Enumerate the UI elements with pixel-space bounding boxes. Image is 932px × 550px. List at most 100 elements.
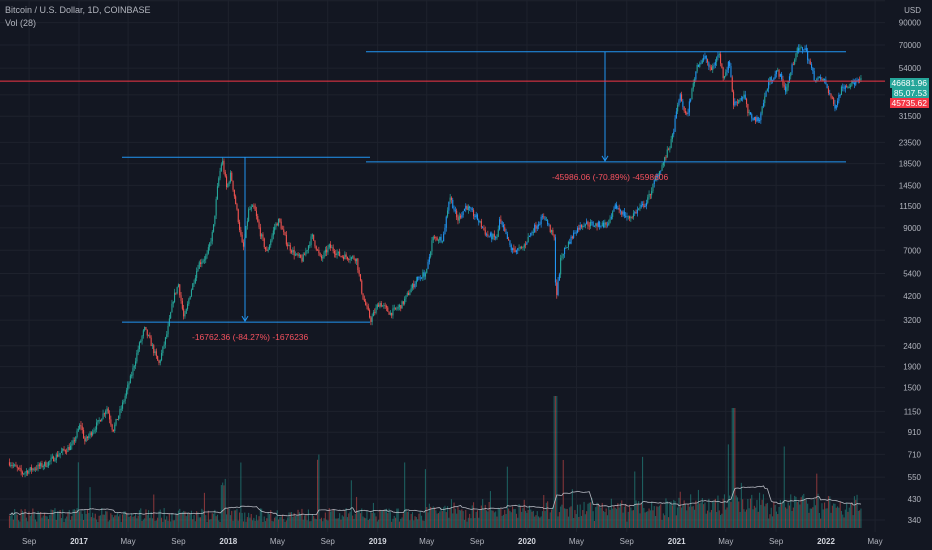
candle-body <box>391 312 393 316</box>
volume-bar <box>272 521 274 528</box>
volume-bar <box>567 516 570 528</box>
volume-bar <box>305 514 307 528</box>
measure-label[interactable]: -16762.36 (-84.27%) -1676236 <box>192 332 309 342</box>
volume-bar <box>25 517 27 528</box>
candle-body <box>298 254 300 256</box>
volume-bar <box>837 506 839 528</box>
candle-body <box>422 272 424 279</box>
candle-body <box>757 117 759 122</box>
candle-body <box>120 408 122 410</box>
candle-body <box>840 86 843 96</box>
candle-body <box>249 209 251 211</box>
volume-bar <box>760 504 762 528</box>
time-axis[interactable]: Sep 2017 May Sep 2018 May Sep 2019 May Sep 2020 May… <box>0 532 932 550</box>
candle-body <box>522 247 524 249</box>
volume-bar <box>441 511 443 528</box>
candle-body <box>747 104 749 114</box>
candle-body <box>435 236 437 238</box>
volume-bar <box>336 518 338 528</box>
candle-body <box>276 223 278 226</box>
volume-bar <box>392 518 394 528</box>
candle-body <box>777 70 779 72</box>
candle-body <box>75 437 77 442</box>
candle-body <box>822 79 824 81</box>
volume-bar <box>29 515 31 528</box>
volume-bar <box>661 519 663 528</box>
volume-bar <box>249 517 251 528</box>
symbol-title[interactable]: Bitcoin / U.S. Dollar, 1D, COINBASE <box>5 5 151 15</box>
volume-bar <box>762 494 765 528</box>
candle-body <box>781 74 783 79</box>
candle-body <box>46 466 48 467</box>
candle-body <box>284 232 286 235</box>
candle-body <box>813 71 815 81</box>
candle-body <box>638 209 640 210</box>
candle-body <box>515 250 518 253</box>
candle-body <box>489 233 492 236</box>
volume-bar <box>535 515 537 528</box>
volume-bar <box>465 509 467 528</box>
candle-body <box>677 105 679 112</box>
volume-bar <box>718 510 720 528</box>
volume-bar <box>302 519 304 528</box>
volume-bar <box>328 508 330 528</box>
candle-body <box>673 131 675 135</box>
volume-bar <box>775 511 778 528</box>
volume-bar <box>800 497 802 528</box>
candle-body <box>176 287 178 294</box>
candle-body <box>714 62 716 66</box>
candle-body <box>157 355 159 361</box>
volume-bar <box>496 516 498 528</box>
volume-bar <box>792 507 794 528</box>
volume-indicator-label[interactable]: Vol (28) <box>5 18 37 28</box>
candle-body <box>788 76 791 82</box>
volume-bar <box>294 515 297 528</box>
candle-body <box>430 251 432 257</box>
candle-body <box>639 207 641 210</box>
candle-body <box>58 454 60 457</box>
candle-body <box>710 67 713 71</box>
volume-bar <box>808 512 810 528</box>
candle-body <box>155 351 157 356</box>
time-axis-tick: Sep <box>470 537 485 546</box>
time-axis-tick: May <box>868 537 883 546</box>
candle-body <box>356 258 358 262</box>
volume-bar <box>811 508 813 528</box>
volume-bar <box>297 509 299 528</box>
volume-bar <box>135 513 137 528</box>
candle-body <box>744 94 746 99</box>
volume-bar <box>99 515 102 528</box>
candle-body <box>122 402 124 409</box>
volume-bar <box>617 503 619 528</box>
volume-bar <box>175 513 177 528</box>
volume-bar <box>63 521 65 528</box>
candle-body <box>462 211 464 216</box>
candle-body <box>691 88 693 100</box>
volume-bar <box>510 512 512 528</box>
candle-body <box>86 436 89 439</box>
candle-body <box>478 220 480 223</box>
volume-bar <box>674 500 676 528</box>
candle-body <box>552 230 554 236</box>
volume-bar <box>193 515 195 528</box>
volume-bar <box>359 513 362 528</box>
volume-bar <box>246 517 248 528</box>
measure-arrow-head[interactable] <box>601 155 609 162</box>
volume-bar <box>16 514 18 528</box>
volume-bar <box>488 501 490 528</box>
measure-arrow-head[interactable] <box>241 315 249 323</box>
candle-body <box>371 316 373 322</box>
candle-body <box>475 214 477 217</box>
volume-bar <box>829 496 831 528</box>
volume-bar <box>370 511 372 528</box>
measure-label[interactable]: -45986.06 (-70.89%) -4598606 <box>552 172 669 182</box>
volume-bar <box>318 454 320 528</box>
candle-body <box>140 340 142 343</box>
measure-drawings[interactable]: -16762.36 (-84.27%) -1676236 -45986.06 (-… <box>122 51 846 342</box>
candle-body <box>670 139 672 148</box>
candle-body <box>664 157 666 163</box>
candle-body <box>116 418 118 420</box>
candle-body <box>73 440 76 442</box>
volume-bar <box>413 520 415 528</box>
